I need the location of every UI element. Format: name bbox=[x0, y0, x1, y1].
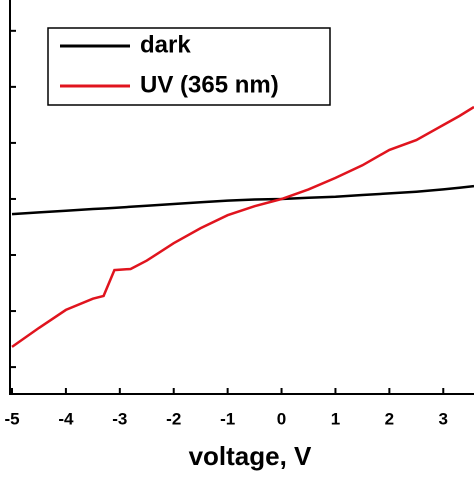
line-series bbox=[11, 105, 474, 348]
x-tick-label: 3 bbox=[439, 409, 448, 428]
x-tick-label: -3 bbox=[112, 409, 127, 428]
line-series bbox=[11, 184, 474, 216]
legend-box bbox=[47, 27, 331, 106]
x-tick-label: -4 bbox=[58, 409, 74, 428]
x-tick-label: -5 bbox=[4, 409, 19, 428]
legend-label: UV (365 nm) bbox=[140, 71, 279, 98]
x-tick-label: 0 bbox=[277, 409, 286, 428]
legend-label: dark bbox=[140, 31, 191, 58]
x-axis-label: voltage, V bbox=[189, 441, 312, 471]
x-tick-label: -2 bbox=[166, 409, 181, 428]
x-tick-label: -1 bbox=[220, 409, 235, 428]
x-tick-label: 1 bbox=[331, 409, 340, 428]
x-tick-label: 2 bbox=[385, 409, 394, 428]
